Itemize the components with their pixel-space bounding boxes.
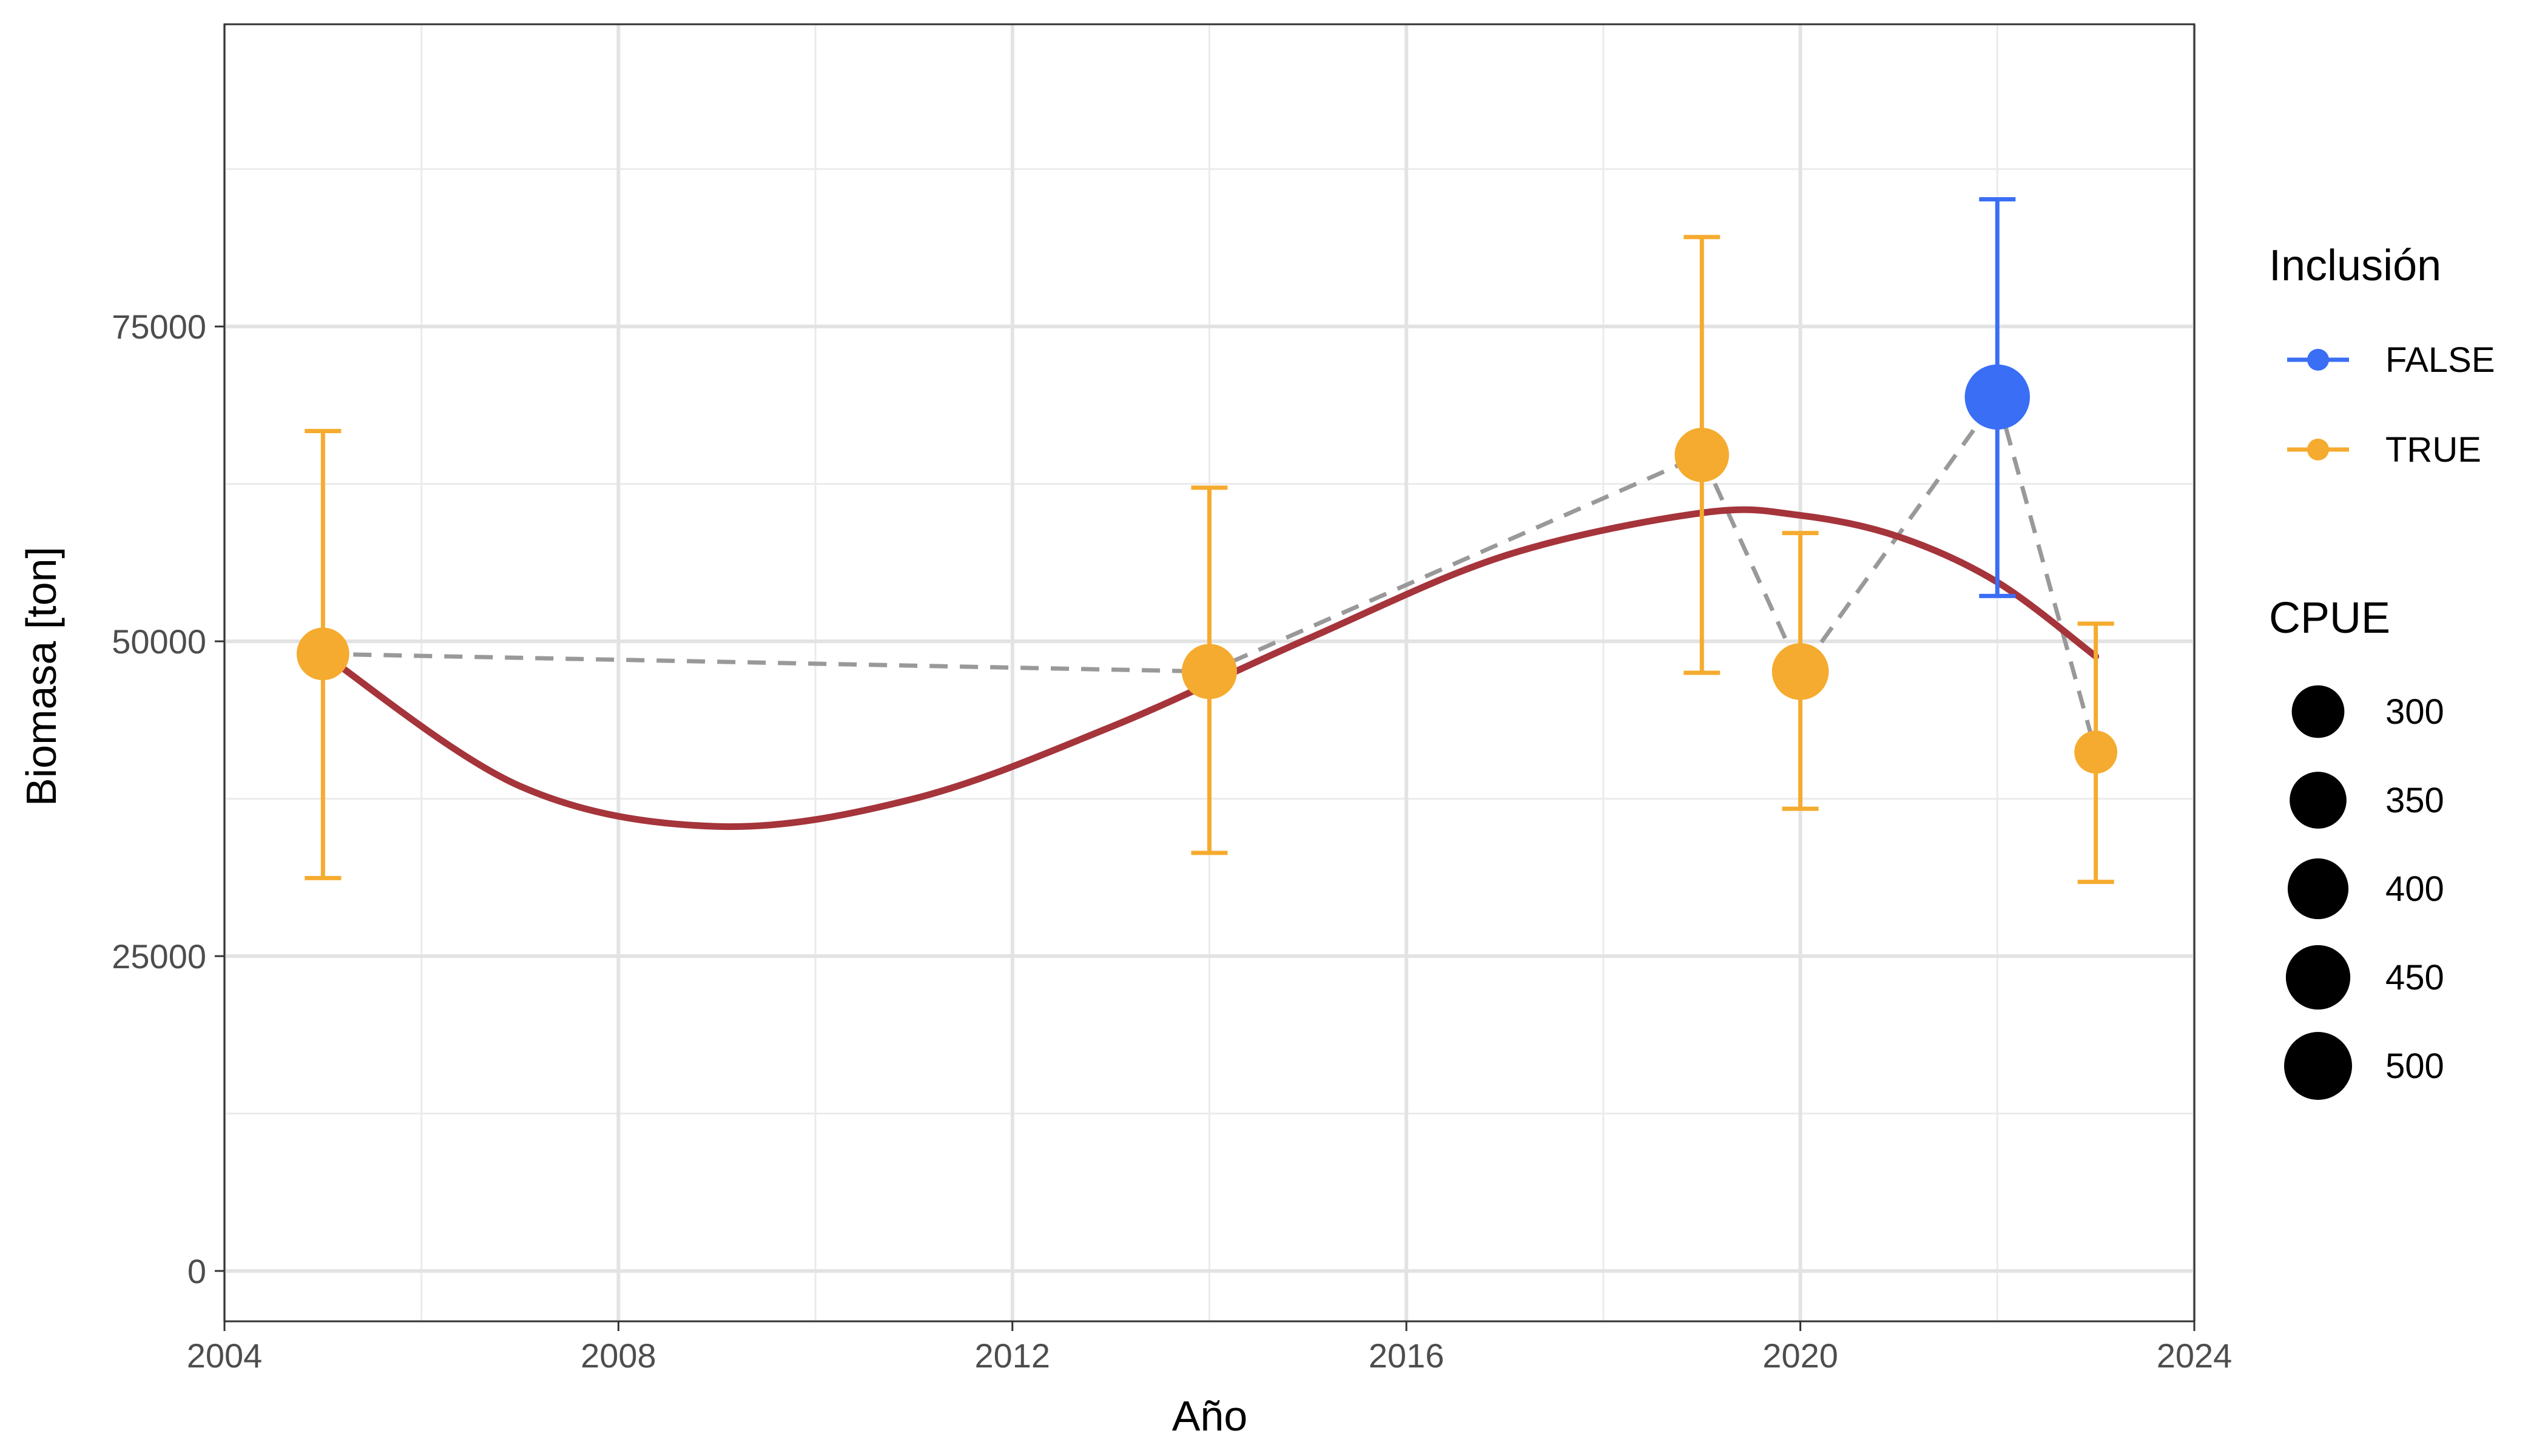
legend: Inclusión FALSE TRUE CPUE 300 350 400 450 500 — [2269, 241, 2495, 1100]
legend-label: TRUE — [2385, 430, 2481, 470]
legend-size-label: 450 — [2385, 958, 2444, 997]
data-points — [296, 364, 2118, 774]
x-tick-label: 2024 — [2157, 1336, 2233, 1375]
connector-line-layer — [323, 392, 2098, 753]
x-tick-label: 2012 — [975, 1336, 1051, 1375]
data-point — [1771, 643, 1829, 700]
data-point — [1182, 644, 1237, 699]
legend-size-item: 300 — [2291, 685, 2444, 738]
legend-key-point — [2307, 439, 2329, 460]
legend-title-cpue: CPUE — [2269, 594, 2390, 642]
major-gridlines — [223, 24, 2196, 1321]
legend-item-true: TRUE — [2287, 430, 2481, 470]
y-tick-label: 25000 — [112, 937, 206, 976]
legend-size-key — [2284, 1032, 2352, 1100]
x-tick-label: 2004 — [187, 1336, 263, 1375]
legend-title-inclusion: Inclusión — [2269, 241, 2441, 290]
legend-size-label: 400 — [2385, 869, 2444, 909]
legend-size-key — [2291, 685, 2345, 738]
legend-size-label: 350 — [2385, 781, 2444, 820]
legend-size-item: 350 — [2290, 772, 2444, 829]
x-axis: 2004 2008 2012 2016 2020 2024 — [187, 1321, 2233, 1375]
legend-size-key — [2285, 945, 2351, 1010]
data-point — [296, 627, 349, 681]
legend-label: FALSE — [2385, 340, 2495, 380]
connector-line — [323, 392, 2098, 753]
y-tick-label: 75000 — [112, 308, 206, 346]
legend-size-label: 300 — [2385, 692, 2444, 732]
data-point — [1964, 364, 2031, 430]
x-tick-label: 2008 — [581, 1336, 656, 1375]
legend-color-items: FALSE TRUE — [2287, 340, 2495, 470]
y-tick-label: 0 — [187, 1252, 206, 1290]
legend-size-items: 300 350 400 450 500 — [2284, 685, 2444, 1100]
legend-size-label: 500 — [2385, 1046, 2444, 1086]
legend-size-item: 400 — [2287, 858, 2444, 920]
trend-line-layer — [319, 506, 2100, 831]
legend-key-point — [2307, 349, 2329, 371]
legend-size-item: 500 — [2284, 1032, 2444, 1100]
x-tick-label: 2020 — [1762, 1336, 1838, 1375]
plot-panel-border — [223, 23, 2196, 1323]
legend-size-key — [2287, 858, 2349, 920]
legend-size-key — [2290, 772, 2347, 829]
data-point — [2074, 730, 2118, 774]
data-point — [1674, 428, 1730, 482]
legend-size-item: 450 — [2285, 945, 2444, 1010]
x-tick-label: 2016 — [1369, 1336, 1444, 1375]
x-axis-title: Año — [1172, 1392, 1248, 1440]
legend-item-false: FALSE — [2287, 340, 2495, 380]
y-tick-label: 50000 — [112, 622, 206, 661]
y-axis: 0 25000 50000 75000 — [112, 308, 224, 1290]
trend-line — [319, 506, 2100, 831]
y-axis-title: Biomasa [ton] — [18, 547, 65, 806]
